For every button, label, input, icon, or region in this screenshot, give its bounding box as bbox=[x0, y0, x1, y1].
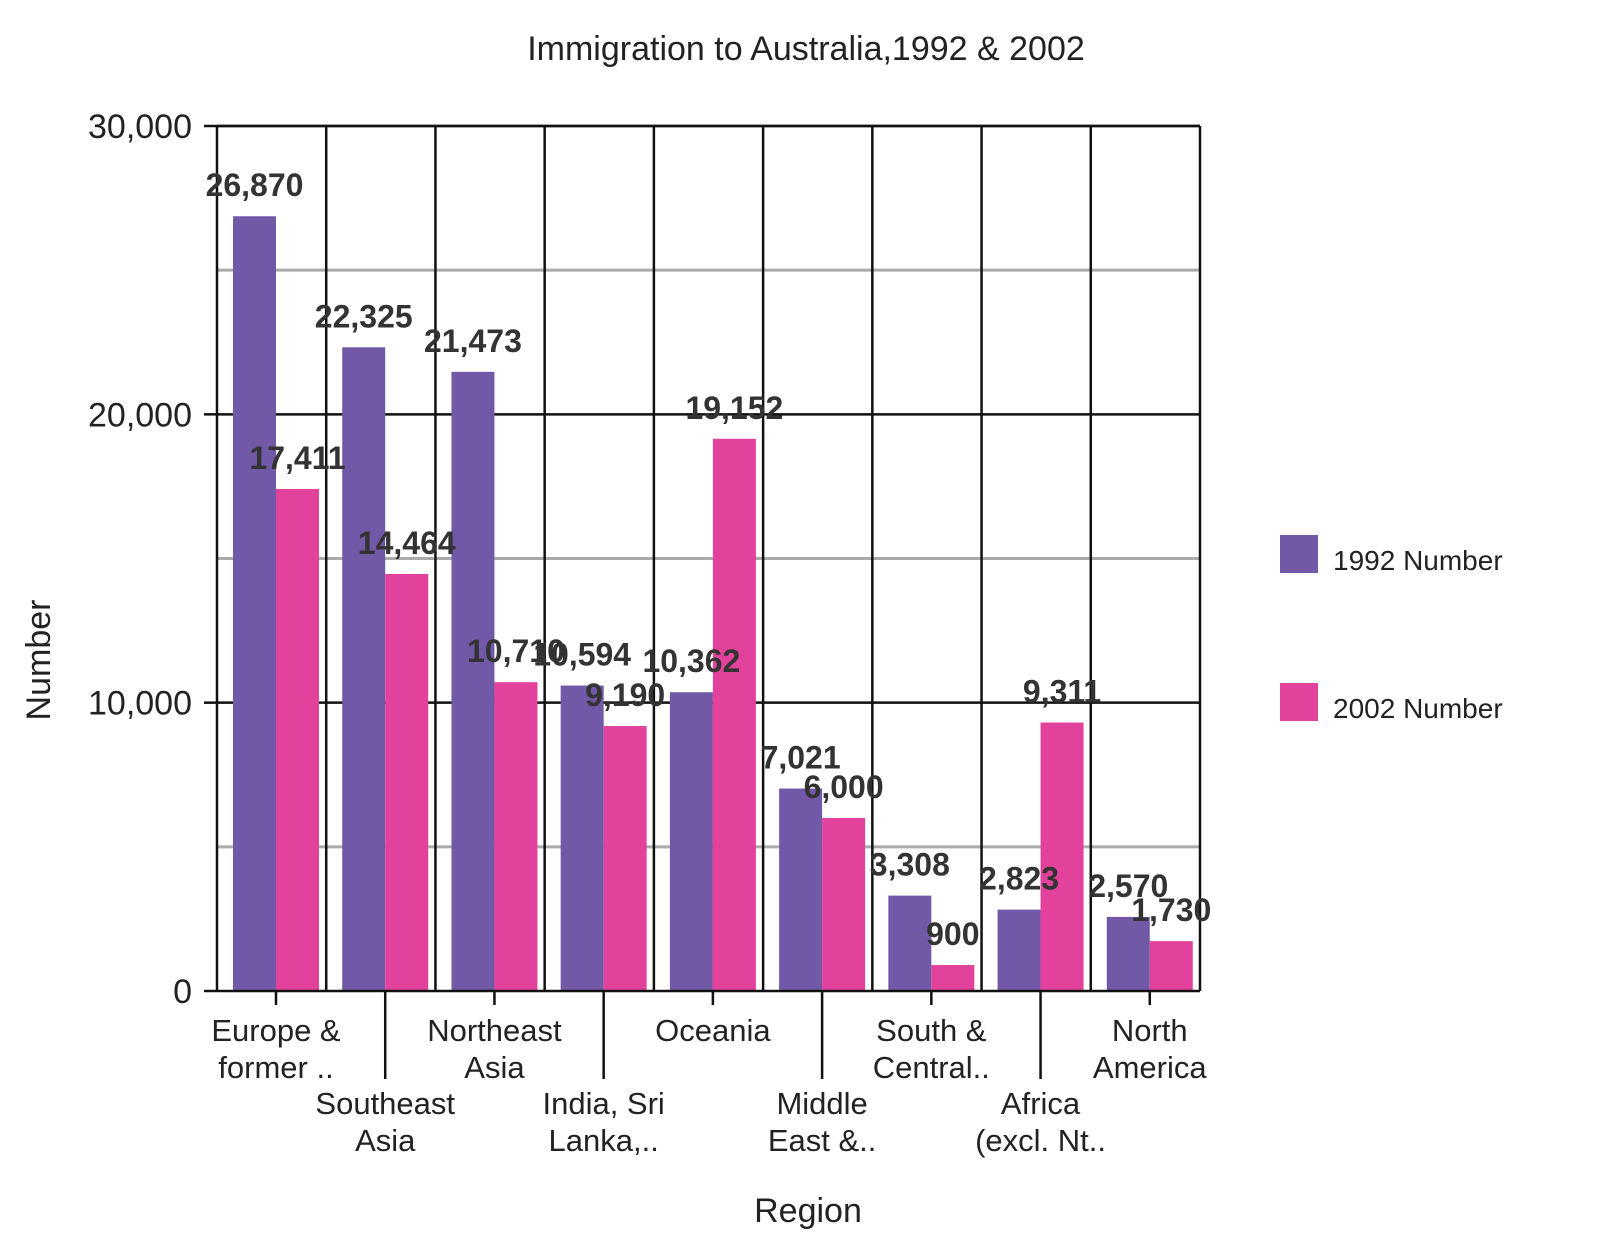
data-label: 10,362 bbox=[642, 643, 740, 679]
data-label: 2,570 bbox=[1088, 868, 1168, 904]
bar-2002-3 bbox=[603, 726, 647, 991]
data-label: 19,152 bbox=[685, 390, 783, 426]
y-tick-label: 30,000 bbox=[88, 108, 192, 146]
y-axis-ticks: 0 10,000 20,000 30,000 bbox=[88, 108, 217, 1011]
bar-series bbox=[233, 216, 1193, 992]
bar-1992-6 bbox=[888, 895, 932, 991]
bar-2002-7 bbox=[1040, 722, 1084, 991]
bar-1992-8 bbox=[1106, 916, 1150, 991]
category-label: former .. bbox=[218, 1050, 333, 1085]
data-label: 26,870 bbox=[206, 167, 304, 203]
data-label: 1,730 bbox=[1131, 892, 1211, 928]
legend-label: 1992 Number bbox=[1333, 545, 1503, 576]
data-label: 14,464 bbox=[358, 525, 456, 561]
bar-1992-3 bbox=[560, 685, 604, 991]
y-tick-label: 10,000 bbox=[88, 685, 192, 723]
category-label: Asia bbox=[355, 1123, 416, 1158]
category-label: Northeast bbox=[427, 1013, 562, 1048]
data-label: 900 bbox=[926, 916, 979, 952]
axes bbox=[215, 124, 1202, 993]
bar-2002-1 bbox=[385, 573, 429, 991]
category-label: Oceania bbox=[655, 1013, 771, 1048]
category-label: Africa bbox=[1001, 1086, 1081, 1121]
bar-1992-7 bbox=[997, 909, 1041, 991]
legend: 1992 Number 2002 Number bbox=[1280, 535, 1503, 724]
bar-1992-4 bbox=[669, 692, 713, 991]
x-axis-title: Region bbox=[754, 1192, 862, 1230]
bar-1992-1 bbox=[342, 347, 386, 991]
bar-2002-2 bbox=[494, 682, 538, 991]
data-label: 6,000 bbox=[804, 769, 884, 805]
data-label: 10,594 bbox=[533, 637, 631, 673]
category-label: India, Sri bbox=[542, 1086, 664, 1121]
legend-swatch bbox=[1280, 683, 1318, 721]
category-label: Southeast bbox=[315, 1086, 455, 1121]
y-tick-label: 20,000 bbox=[88, 396, 192, 434]
bar-1992-5 bbox=[779, 788, 823, 991]
bar-2002-5 bbox=[822, 818, 866, 991]
bar-2002-0 bbox=[276, 488, 319, 991]
data-label: 2,823 bbox=[979, 861, 1059, 897]
bar-2002-8 bbox=[1149, 941, 1193, 991]
data-label: 9,311 bbox=[1023, 674, 1101, 710]
data-label: 9,190 bbox=[585, 677, 665, 713]
category-label: Lanka,.. bbox=[549, 1123, 659, 1158]
data-label: 22,325 bbox=[315, 298, 413, 334]
bar-1992-2 bbox=[451, 371, 495, 992]
category-label: South & bbox=[876, 1013, 987, 1048]
data-label: 7,021 bbox=[761, 740, 841, 776]
category-label: Middle bbox=[776, 1086, 867, 1121]
chart-title: Immigration to Australia,1992 & 2002 bbox=[527, 30, 1085, 68]
data-label: 21,473 bbox=[424, 323, 522, 359]
category-label: Central.. bbox=[873, 1050, 990, 1085]
bar-1992-0 bbox=[233, 216, 276, 991]
category-label: America bbox=[1093, 1050, 1207, 1085]
bar-2002-4 bbox=[712, 438, 756, 991]
category-label: Europe & bbox=[211, 1013, 341, 1048]
data-labels: 26,870 22,325 21,473 10,594 10,362 7,021 3,308… bbox=[206, 167, 1212, 952]
data-label: 17,411 bbox=[249, 440, 345, 476]
x-axis-categories: Europe &former ..SoutheastAsiaNortheastA… bbox=[211, 991, 1207, 1158]
legend-label: 2002 Number bbox=[1333, 693, 1503, 724]
category-label: Asia bbox=[464, 1050, 525, 1085]
y-tick-label: 0 bbox=[173, 973, 192, 1011]
category-label: (excl. Nt.. bbox=[975, 1123, 1106, 1158]
bar-2002-6 bbox=[931, 965, 975, 991]
data-label: 10,710 bbox=[467, 633, 565, 669]
category-label: North bbox=[1112, 1013, 1188, 1048]
legend-swatch bbox=[1280, 535, 1318, 573]
data-label: 3,308 bbox=[870, 847, 950, 883]
category-label: East &.. bbox=[768, 1123, 877, 1158]
y-axis-title: Number bbox=[20, 600, 58, 721]
